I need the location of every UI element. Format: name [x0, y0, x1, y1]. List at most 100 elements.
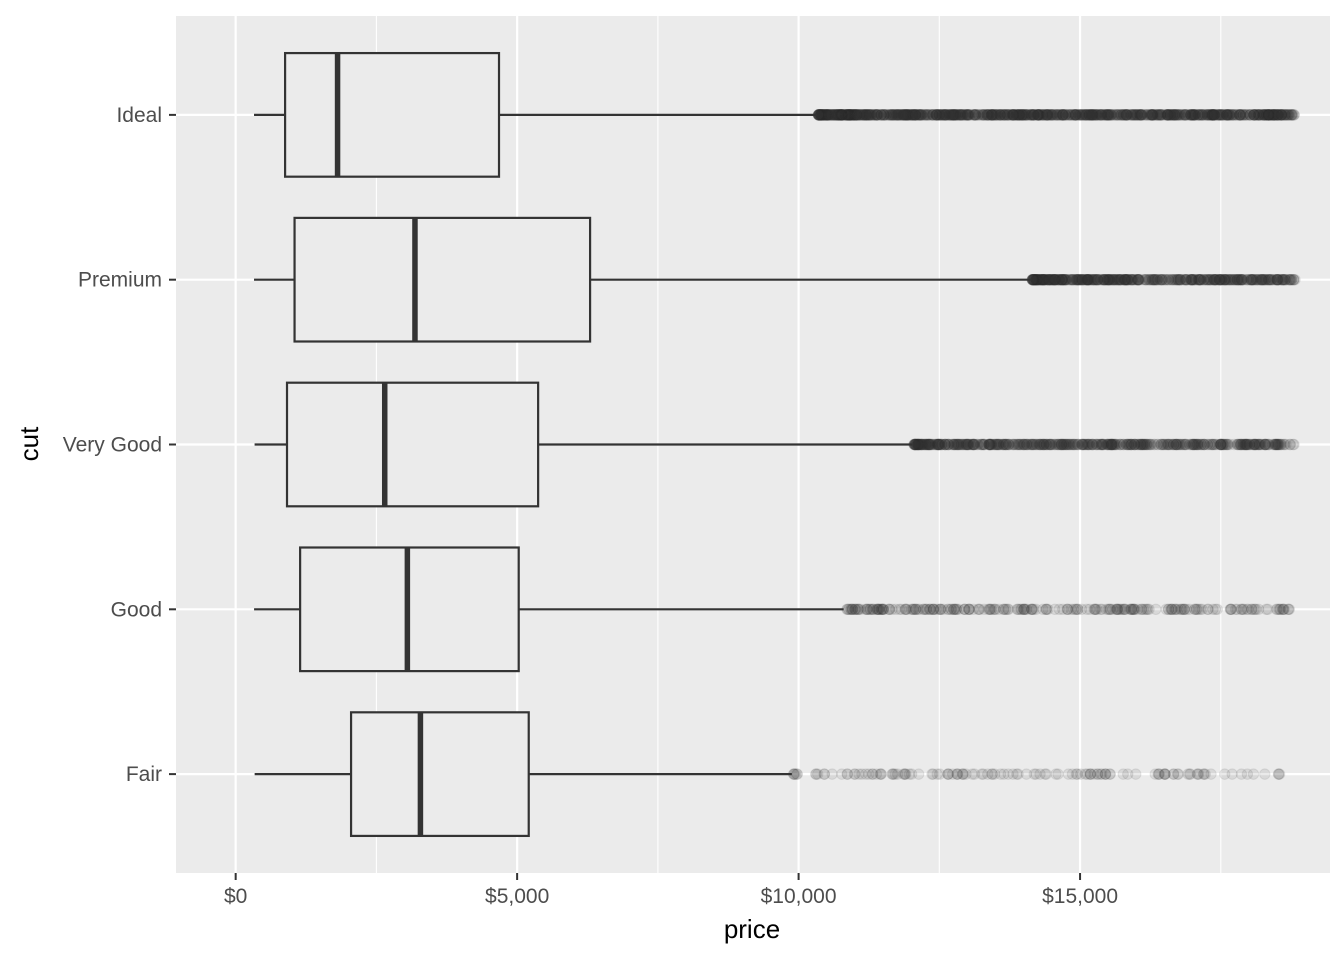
- outlier-points: [787, 109, 1301, 780]
- outlier-point: [1271, 438, 1283, 451]
- outlier-point: [1064, 438, 1076, 451]
- x-tick-label: $15,000: [1042, 885, 1118, 908]
- outlier-point: [1253, 438, 1266, 451]
- outlier-point: [1150, 273, 1163, 286]
- outlier-point: [912, 438, 924, 451]
- outlier-point: [1015, 438, 1027, 451]
- outlier-point: [1002, 768, 1014, 780]
- box-iqr: [293, 216, 592, 343]
- outlier-point: [1112, 603, 1124, 616]
- outlier-point: [1231, 438, 1244, 451]
- outlier-point: [910, 603, 922, 616]
- outlier-point: [989, 603, 1001, 616]
- outlier-point: [1003, 438, 1015, 451]
- outlier-point: [989, 438, 1002, 451]
- outlier-point: [1017, 603, 1030, 616]
- outlier-point: [1000, 438, 1012, 451]
- outlier-point: [1065, 438, 1077, 451]
- outlier-point: [1055, 438, 1068, 451]
- outlier-point: [871, 603, 883, 616]
- outlier-point: [1288, 438, 1300, 451]
- outlier-point: [1269, 438, 1282, 451]
- outlier-point: [1226, 768, 1238, 780]
- outlier-point: [927, 603, 939, 616]
- outlier-point: [931, 768, 943, 780]
- outlier-point: [927, 768, 939, 780]
- outlier-point: [973, 109, 985, 121]
- outlier-point: [939, 438, 951, 451]
- outlier-point: [1062, 603, 1074, 616]
- y-tick-label: Ideal: [116, 104, 162, 127]
- outlier-point: [922, 438, 935, 451]
- outlier-point: [942, 603, 954, 616]
- outlier-point: [1214, 273, 1226, 286]
- outlier-point: [909, 603, 922, 616]
- outlier-point: [989, 603, 1002, 616]
- outlier-point: [1247, 109, 1260, 121]
- outlier-point: [984, 603, 996, 616]
- outlier-point: [972, 603, 984, 616]
- outlier-point: [925, 438, 937, 451]
- outlier-point: [1159, 438, 1172, 451]
- outlier-point: [1034, 438, 1046, 451]
- outlier-point: [1180, 603, 1193, 616]
- outlier-point: [883, 603, 896, 616]
- outlier-point: [953, 438, 965, 451]
- outlier-point: [1107, 438, 1120, 451]
- outlier-point: [1056, 109, 1068, 121]
- outlier-point: [1042, 603, 1054, 616]
- outlier-point: [1180, 438, 1192, 451]
- outlier-point: [877, 603, 890, 616]
- outlier-point: [1270, 603, 1283, 616]
- outlier-point: [912, 438, 924, 451]
- outlier-point: [966, 438, 978, 451]
- outlier-point: [846, 603, 858, 616]
- outlier-point: [1201, 438, 1214, 451]
- outlier-point: [1267, 438, 1280, 451]
- outlier-point: [1202, 603, 1214, 616]
- outlier-point: [1274, 603, 1287, 616]
- outlier-point: [1162, 603, 1175, 616]
- outlier-point: [955, 438, 968, 451]
- outlier-point: [841, 768, 854, 780]
- outlier-point: [1276, 438, 1288, 451]
- outlier-point: [1224, 603, 1237, 616]
- outlier-point: [1159, 768, 1171, 780]
- outlier-point: [1028, 438, 1041, 451]
- outlier-point: [1189, 603, 1201, 616]
- outlier-point: [998, 768, 1010, 780]
- outlier-point: [1066, 768, 1079, 780]
- outlier-point: [1175, 438, 1188, 451]
- outlier-point: [912, 768, 925, 780]
- outlier-point: [1259, 438, 1271, 451]
- outlier-point: [905, 768, 918, 780]
- outlier-point: [1103, 603, 1115, 616]
- outlier-point: [861, 603, 873, 616]
- outlier-point: [849, 603, 862, 616]
- outlier-point: [1242, 438, 1254, 451]
- outlier-point: [1052, 768, 1064, 780]
- outlier-point: [948, 438, 961, 451]
- outlier-point: [924, 603, 936, 616]
- outlier-point: [998, 603, 1010, 616]
- outlier-point: [1198, 768, 1210, 780]
- outlier-point: [1090, 438, 1102, 451]
- outlier-point: [1243, 438, 1256, 451]
- outlier-point: [1088, 603, 1100, 616]
- x-axis-title: price: [724, 914, 780, 944]
- outlier-point: [1025, 438, 1037, 451]
- outlier-point: [966, 768, 978, 780]
- outlier-point: [865, 109, 877, 121]
- outlier-point: [1270, 438, 1282, 451]
- outlier-point: [1108, 438, 1121, 451]
- outlier-point: [1160, 603, 1172, 616]
- outlier-point: [1065, 603, 1077, 616]
- outlier-point: [1187, 438, 1200, 451]
- outlier-point: [1153, 768, 1165, 780]
- outlier-point: [977, 768, 989, 780]
- outlier-point: [1173, 438, 1186, 451]
- outlier-point: [1008, 109, 1020, 121]
- outlier-point: [1084, 768, 1097, 780]
- outlier-point: [1102, 603, 1114, 616]
